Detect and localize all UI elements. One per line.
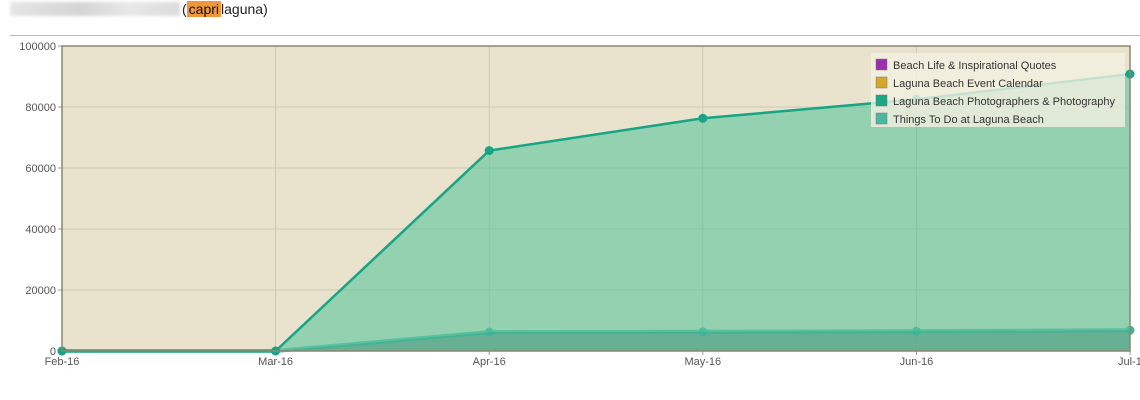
- chart-header: ( capri laguna): [10, 0, 268, 18]
- legend-label[interactable]: Laguna Beach Photographers & Photography: [893, 96, 1115, 108]
- redacted-label: [10, 2, 180, 16]
- data-point[interactable]: [698, 113, 708, 123]
- header-divider: [10, 35, 1140, 36]
- series-area-2: [62, 330, 1130, 351]
- legend-swatch[interactable]: [875, 112, 888, 125]
- data-point[interactable]: [484, 146, 494, 156]
- x-tick-label: Jul-1: [1118, 356, 1140, 368]
- x-tick-label: Apr-16: [473, 356, 506, 368]
- query-rest: laguna): [221, 1, 268, 17]
- paren-open: (: [182, 1, 187, 17]
- x-tick-label: Feb-16: [45, 356, 80, 368]
- legend-swatch[interactable]: [875, 94, 888, 107]
- legend-label[interactable]: Beach Life & Inspirational Quotes: [893, 60, 1057, 72]
- legend-swatch[interactable]: [875, 76, 888, 89]
- y-tick-label: 0: [50, 346, 56, 358]
- x-tick-label: Mar-16: [258, 356, 293, 368]
- legend-label[interactable]: Laguna Beach Event Calendar: [893, 78, 1043, 90]
- query-highlight: capri: [186, 1, 222, 17]
- plot-border: [61, 45, 1131, 352]
- series-area-3: [62, 74, 1130, 351]
- y-tick-label: 40000: [25, 224, 56, 236]
- x-tick-label: May-16: [684, 356, 721, 368]
- y-tick-label: 60000: [25, 163, 56, 175]
- y-tick-label: 20000: [25, 285, 56, 297]
- legend-box: [871, 53, 1125, 127]
- legend-label[interactable]: Things To Do at Laguna Beach: [893, 114, 1044, 126]
- x-tick-label: Jun-16: [900, 356, 934, 368]
- y-tick-label: 80000: [25, 102, 56, 114]
- legend-swatch[interactable]: [875, 58, 888, 71]
- y-tick-label: 100000: [19, 41, 56, 53]
